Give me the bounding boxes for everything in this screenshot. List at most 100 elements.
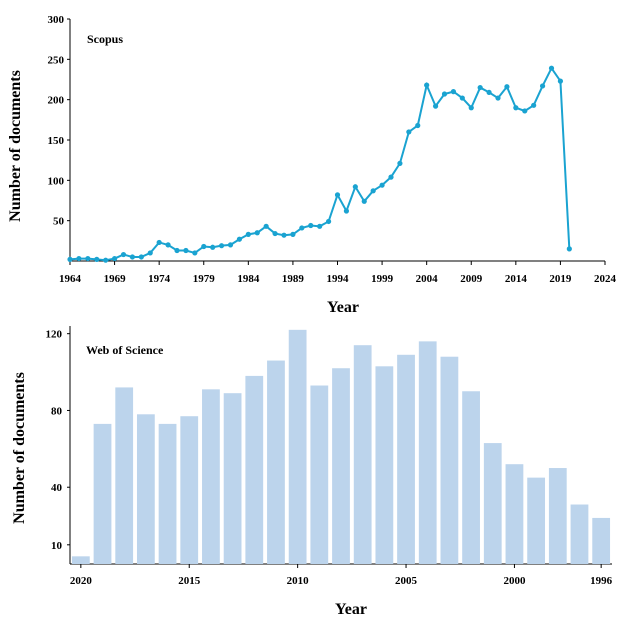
wos-y-tick-label: 10: [51, 540, 63, 552]
wos-x-tick-label: 1996: [590, 575, 613, 587]
scopus-point: [539, 83, 546, 89]
scopus-point: [522, 108, 528, 114]
scopus-point: [210, 244, 216, 250]
wos-bar: [527, 477, 546, 564]
scopus-chart: Scopus Number of documents Year 50 100 150…: [7, 14, 617, 316]
scopus-y-tick-label: 150: [48, 135, 65, 147]
scopus-point: [459, 95, 465, 101]
scopus-x-tick-label: 1994: [327, 273, 350, 285]
scopus-point: [441, 91, 448, 97]
scopus-y-tick-label: 100: [48, 175, 65, 187]
scopus-x-tick-label: 2024: [594, 273, 617, 285]
scopus-point: [352, 184, 358, 190]
wos-bar: [93, 423, 112, 564]
wos-x-tick-label: 2005: [395, 575, 418, 587]
wos-bar: [505, 464, 524, 564]
scopus-point: [325, 218, 332, 225]
wos-bar: [115, 387, 134, 564]
scopus-point: [67, 256, 73, 262]
scopus-point: [299, 225, 305, 231]
scopus-point: [379, 182, 385, 188]
scopus-series-line: [69, 66, 571, 262]
scopus-point: [192, 250, 198, 256]
scopus-x-tick-label: 1984: [237, 273, 260, 285]
wos-y-tick-label: 120: [46, 329, 63, 341]
scopus-x-tick-label: 1974: [148, 273, 171, 285]
scopus-label: Scopus: [87, 32, 123, 46]
scopus-point: [236, 236, 243, 242]
scopus-x-tick-label: 2019: [549, 273, 572, 285]
scopus-point: [370, 188, 376, 194]
wos-bar: [440, 356, 459, 564]
scopus-point: [94, 256, 100, 262]
wos-y-axis-title: Number of documents: [11, 372, 28, 524]
scopus-point: [468, 105, 474, 111]
scopus-point: [218, 243, 225, 249]
scopus-point: [227, 242, 234, 248]
wos-bar: [332, 368, 350, 564]
scopus-y-axis-title: Number of documents: [7, 70, 24, 222]
scopus-point: [415, 122, 421, 129]
wos-bar: [71, 556, 90, 564]
scopus-x-tick-label: 2009: [460, 273, 483, 285]
scopus-point: [504, 84, 510, 90]
wos-bar: [223, 393, 242, 564]
scopus-x-tick-label: 2004: [416, 273, 439, 285]
scopus-point: [397, 160, 403, 166]
scopus-point: [129, 254, 136, 260]
wos-bar: [418, 341, 437, 564]
scopus-point: [424, 82, 430, 88]
scopus-x-tick-label: 1969: [104, 273, 127, 285]
wos-bar: [310, 385, 329, 564]
scopus-point: [531, 102, 537, 108]
scopus-point: [120, 251, 127, 258]
wos-x-tick-label: 2010: [287, 575, 310, 587]
scopus-point: [486, 89, 492, 96]
scopus-point: [165, 242, 171, 248]
wos-bar: [245, 375, 264, 564]
scopus-point: [138, 254, 144, 260]
wos-bar: [548, 468, 567, 564]
scopus-point: [450, 89, 457, 95]
scopus-y-tick-label: 250: [48, 54, 65, 66]
wos-bar: [462, 391, 480, 564]
wos-bar: [180, 416, 199, 564]
scopus-point: [308, 222, 314, 229]
wos-bar: [483, 443, 502, 564]
scopus-point: [76, 255, 82, 262]
scopus-point: [103, 257, 109, 263]
scopus-point: [183, 247, 189, 254]
scopus-point: [361, 198, 367, 204]
scopus-point: [254, 230, 260, 236]
wos-bar: [570, 504, 589, 564]
scopus-point: [281, 232, 287, 238]
scopus-x-tick-label: 1989: [282, 273, 305, 285]
scopus-point: [343, 208, 350, 214]
scopus-y-tick-label: 300: [48, 14, 65, 26]
scopus-point: [263, 223, 269, 229]
scopus-point: [406, 129, 412, 135]
wos-x-tick-label: 2020: [70, 575, 93, 587]
scopus-point: [201, 243, 207, 250]
scopus-x-axis-title: Year: [327, 299, 359, 316]
wos-bar: [397, 354, 415, 564]
wos-x-axis-title: Year: [335, 601, 367, 618]
wos-bar: [202, 389, 220, 564]
scopus-point: [147, 250, 153, 256]
scopus-x-tick-label: 1979: [193, 273, 216, 285]
scopus-x-tick-label: 2014: [505, 273, 528, 285]
wos-bar: [592, 517, 611, 564]
wos-bar: [158, 423, 177, 564]
wos-bar: [136, 414, 155, 564]
wos-x-tick-label: 2015: [178, 575, 201, 587]
wos-bar: [267, 360, 285, 564]
wos-chart: Web of Science Number of documents Year …: [11, 326, 613, 618]
wos-y-tick-label: 40: [51, 482, 63, 494]
wos-label: Web of Science: [86, 343, 164, 357]
scopus-y-tick-label: 200: [48, 95, 65, 107]
scopus-point: [388, 174, 394, 180]
wos-bar: [353, 345, 372, 564]
scopus-point: [432, 103, 439, 109]
wos-bar: [288, 329, 307, 564]
